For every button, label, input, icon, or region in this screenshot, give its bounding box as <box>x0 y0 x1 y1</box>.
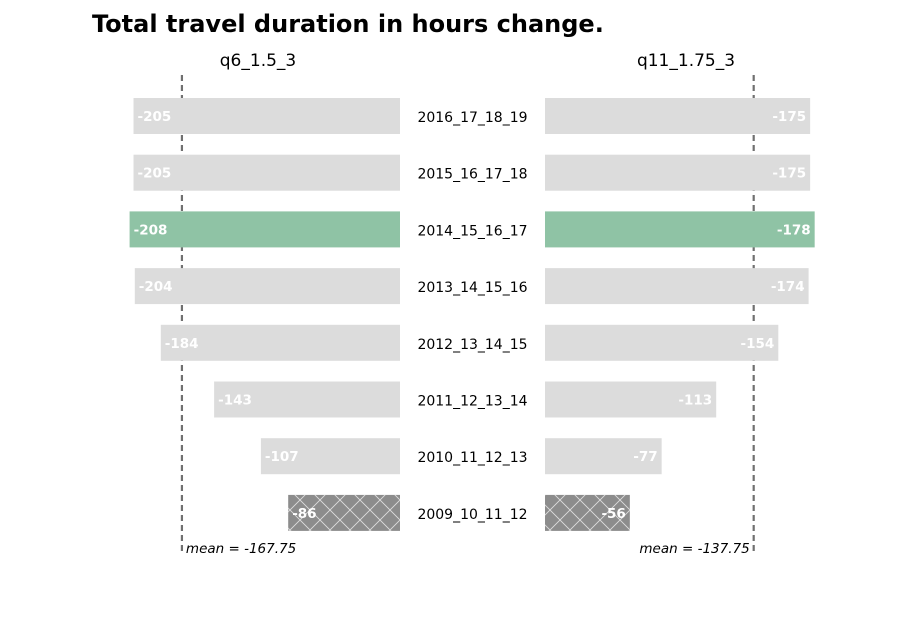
right-bar <box>545 268 809 305</box>
right-value-label: -56 <box>601 506 625 522</box>
left-value-label: -204 <box>139 279 173 295</box>
left-bar <box>214 381 400 418</box>
category-label: 2015_16_17_18 <box>417 167 527 183</box>
right-bar <box>545 98 811 134</box>
right-value-label: -175 <box>772 109 806 125</box>
left-panel-title: q6_1.5_3 <box>220 51 296 71</box>
chart-title: Total travel duration in hours change. <box>92 10 604 38</box>
right-bar <box>545 211 815 248</box>
right-bar <box>545 438 662 475</box>
left-value-label: -184 <box>165 336 199 352</box>
category-label: 2011_12_13_14 <box>417 394 527 410</box>
right-bar-hatch <box>545 494 630 531</box>
left-bar-hatch <box>288 494 400 531</box>
left-bar <box>133 98 400 134</box>
right-bar <box>545 381 717 418</box>
right-value-label: -175 <box>772 166 806 182</box>
left-bar <box>129 211 400 248</box>
category-label: 2012_13_14_15 <box>417 337 527 353</box>
left-value-label: -107 <box>265 449 299 465</box>
left-value-label: -143 <box>218 393 252 409</box>
left-value-label: -205 <box>138 166 172 182</box>
left-bar <box>260 438 400 475</box>
right-bar <box>545 324 779 361</box>
category-label: 2013_14_15_16 <box>417 280 527 296</box>
right-value-label: -178 <box>777 222 811 238</box>
right-value-label: -77 <box>633 449 657 465</box>
category-label: 2010_11_12_13 <box>417 450 527 466</box>
left-bar <box>134 268 401 305</box>
left-value-label: -208 <box>134 222 168 238</box>
category-label: 2016_17_18_19 <box>417 110 527 126</box>
category-label: 2009_10_11_12 <box>417 507 527 523</box>
right-mean-label: mean = -137.75 <box>639 541 749 557</box>
right-value-label: -174 <box>771 279 805 295</box>
category-label: 2014_15_16_17 <box>417 223 527 239</box>
right-value-label: -113 <box>678 393 712 409</box>
left-value-label: -86 <box>292 506 316 522</box>
left-bar <box>160 324 400 361</box>
right-bar <box>545 154 811 191</box>
right-panel-title: q11_1.75_3 <box>637 51 735 71</box>
left-value-label: -205 <box>138 109 172 125</box>
left-bar <box>133 154 400 191</box>
left-mean-label: mean = -167.75 <box>186 541 296 557</box>
right-value-label: -154 <box>741 336 775 352</box>
